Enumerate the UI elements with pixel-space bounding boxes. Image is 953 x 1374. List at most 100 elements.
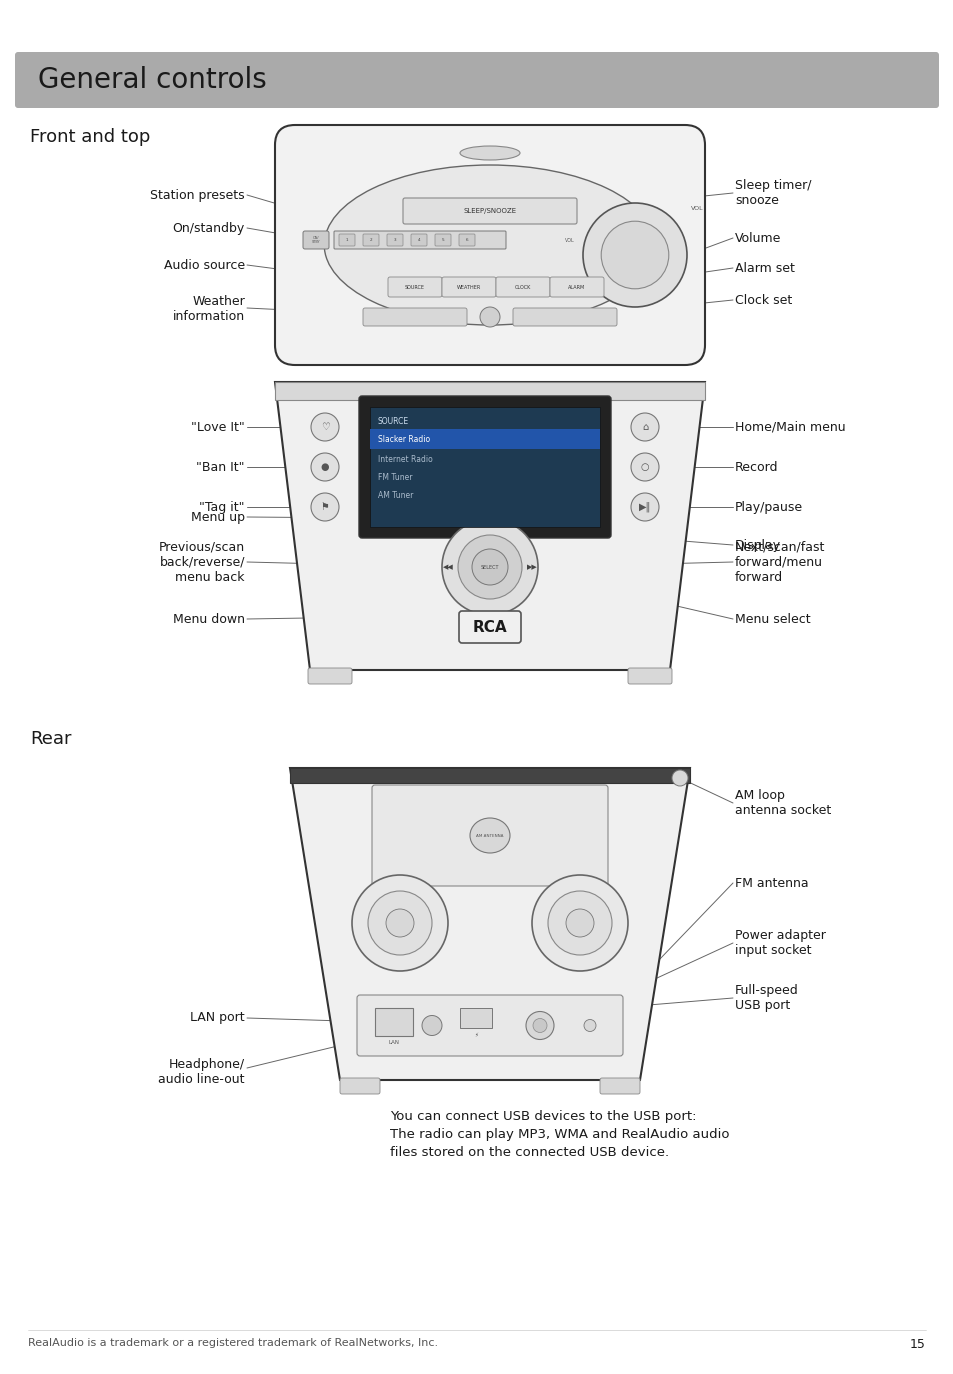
Circle shape — [630, 453, 659, 481]
Text: ON/
STBY: ON/ STBY — [312, 236, 320, 245]
Text: Audio source: Audio source — [164, 258, 245, 272]
Text: VOL: VOL — [690, 206, 703, 212]
Text: ○: ○ — [640, 462, 649, 473]
Text: ⚡: ⚡ — [474, 1033, 477, 1037]
FancyBboxPatch shape — [358, 396, 610, 539]
FancyBboxPatch shape — [356, 995, 622, 1057]
Text: Play/pause: Play/pause — [734, 500, 802, 514]
Text: Weather
information: Weather information — [172, 295, 245, 323]
Text: 15: 15 — [909, 1338, 925, 1351]
Text: Full-speed
USB port: Full-speed USB port — [734, 984, 798, 1013]
Text: ALARM: ALARM — [568, 284, 585, 290]
Circle shape — [630, 493, 659, 521]
Ellipse shape — [470, 818, 510, 853]
Text: ♡: ♡ — [320, 422, 329, 431]
Circle shape — [311, 414, 338, 441]
Text: WEATHER: WEATHER — [456, 284, 480, 290]
FancyBboxPatch shape — [388, 278, 441, 297]
FancyBboxPatch shape — [627, 668, 671, 684]
Text: Slacker Radio: Slacker Radio — [377, 434, 430, 444]
FancyBboxPatch shape — [363, 308, 467, 326]
FancyBboxPatch shape — [441, 278, 496, 297]
FancyBboxPatch shape — [387, 234, 402, 246]
Text: CLOCK: CLOCK — [515, 284, 531, 290]
Text: Headphone/
audio line-out: Headphone/ audio line-out — [158, 1058, 245, 1085]
Text: AM ANTENNA: AM ANTENNA — [476, 834, 503, 838]
Text: SELECT: SELECT — [480, 565, 498, 569]
Circle shape — [368, 890, 432, 955]
Circle shape — [479, 306, 499, 327]
Text: 2: 2 — [370, 238, 372, 242]
Text: Rear: Rear — [30, 730, 71, 747]
Circle shape — [386, 910, 414, 937]
Text: SOURCE: SOURCE — [405, 284, 424, 290]
Circle shape — [671, 769, 687, 786]
Text: ⌂: ⌂ — [641, 422, 647, 431]
Circle shape — [565, 910, 594, 937]
Circle shape — [600, 221, 668, 289]
FancyBboxPatch shape — [550, 278, 603, 297]
Text: AM loop
antenna socket: AM loop antenna socket — [734, 789, 830, 818]
Text: FM antenna: FM antenna — [734, 877, 808, 889]
Circle shape — [532, 875, 627, 971]
Circle shape — [457, 534, 521, 599]
Text: "Love It": "Love It" — [191, 420, 245, 434]
Text: 5: 5 — [441, 238, 444, 242]
Circle shape — [533, 1018, 546, 1032]
Text: 6: 6 — [465, 238, 468, 242]
FancyBboxPatch shape — [370, 407, 599, 528]
FancyBboxPatch shape — [402, 198, 577, 224]
Text: Menu down: Menu down — [172, 613, 245, 625]
Text: General controls: General controls — [38, 66, 267, 93]
Text: Menu up: Menu up — [191, 511, 245, 523]
FancyBboxPatch shape — [372, 785, 607, 886]
FancyBboxPatch shape — [458, 611, 520, 643]
Text: Menu select: Menu select — [734, 613, 810, 625]
Circle shape — [441, 519, 537, 616]
Circle shape — [311, 453, 338, 481]
FancyBboxPatch shape — [274, 382, 704, 400]
Text: SLEEP/SNOOZE: SLEEP/SNOOZE — [463, 207, 516, 214]
FancyBboxPatch shape — [411, 234, 427, 246]
Text: ⚑: ⚑ — [320, 502, 329, 513]
FancyBboxPatch shape — [513, 308, 617, 326]
Text: Previous/scan
back/reverse/
menu back: Previous/scan back/reverse/ menu back — [159, 540, 245, 584]
FancyBboxPatch shape — [459, 1009, 492, 1028]
Text: Alarm set: Alarm set — [734, 261, 794, 275]
FancyBboxPatch shape — [338, 234, 355, 246]
Text: Front and top: Front and top — [30, 128, 151, 146]
Text: 3: 3 — [394, 238, 395, 242]
FancyBboxPatch shape — [599, 1079, 639, 1094]
Text: FM Tuner: FM Tuner — [377, 473, 412, 481]
Text: 4: 4 — [417, 238, 420, 242]
Text: Internet Radio: Internet Radio — [377, 455, 433, 463]
FancyBboxPatch shape — [375, 1009, 413, 1036]
Polygon shape — [290, 768, 689, 1080]
Circle shape — [421, 1015, 441, 1036]
Text: Next/scan/fast
forward/menu
forward: Next/scan/fast forward/menu forward — [734, 540, 824, 584]
FancyBboxPatch shape — [363, 234, 378, 246]
Text: RealAudio is a trademark or a registered trademark of RealNetworks, Inc.: RealAudio is a trademark or a registered… — [28, 1338, 437, 1348]
Text: ▶‖: ▶‖ — [639, 502, 651, 513]
Ellipse shape — [459, 146, 519, 159]
Text: Station presets: Station presets — [151, 188, 245, 202]
Text: You can connect USB devices to the USB port:
The radio can play MP3, WMA and Rea: You can connect USB devices to the USB p… — [390, 1110, 729, 1160]
FancyBboxPatch shape — [274, 125, 704, 365]
Text: Record: Record — [734, 460, 778, 474]
Text: AM Tuner: AM Tuner — [377, 491, 413, 500]
FancyBboxPatch shape — [339, 1079, 379, 1094]
Text: On/standby: On/standby — [172, 221, 245, 235]
Text: Sleep timer/
snooze: Sleep timer/ snooze — [734, 179, 811, 207]
Text: Display: Display — [734, 539, 781, 551]
FancyBboxPatch shape — [290, 768, 689, 783]
Text: SOURCE: SOURCE — [377, 416, 409, 426]
Text: "Tag it": "Tag it" — [199, 500, 245, 514]
Circle shape — [472, 550, 507, 585]
FancyBboxPatch shape — [370, 429, 599, 449]
Ellipse shape — [324, 165, 655, 326]
FancyBboxPatch shape — [303, 231, 329, 249]
FancyBboxPatch shape — [458, 234, 475, 246]
FancyBboxPatch shape — [308, 668, 352, 684]
Circle shape — [630, 414, 659, 441]
Circle shape — [547, 890, 612, 955]
